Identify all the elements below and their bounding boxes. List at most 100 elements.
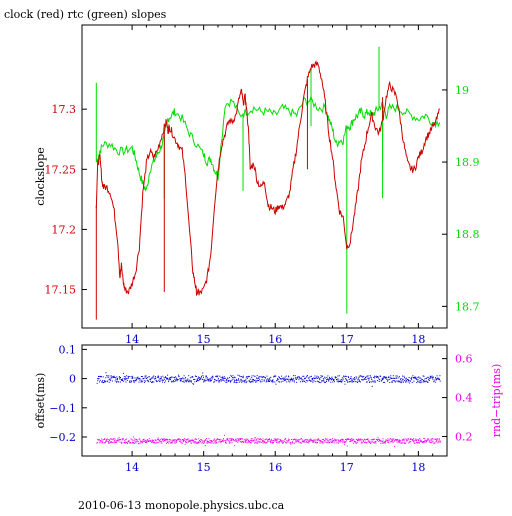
roundtrip-point — [263, 442, 265, 444]
roundtrip-point — [105, 439, 107, 441]
roundtrip-point — [306, 439, 308, 441]
offset-point — [203, 379, 205, 381]
roundtrip-point — [380, 440, 382, 442]
roundtrip-point — [398, 441, 400, 442]
offset-point — [141, 381, 143, 383]
offset-point — [144, 376, 146, 378]
roundtrip-point — [348, 438, 350, 440]
offset-point — [328, 380, 330, 382]
offset-point — [106, 375, 108, 377]
offset-point — [169, 378, 171, 379]
offset-point — [221, 377, 223, 379]
offset-point — [407, 381, 409, 383]
roundtrip-point — [123, 442, 125, 444]
offset-point — [277, 378, 279, 380]
offset-point — [311, 378, 313, 380]
roundtrip-point — [132, 436, 134, 438]
roundtrip-point — [317, 438, 319, 440]
offset-point — [389, 381, 391, 383]
offset-point — [374, 375, 375, 377]
offset-point — [289, 379, 291, 381]
offset-point — [267, 380, 269, 382]
roundtrip-point — [319, 442, 321, 444]
roundtrip-point — [254, 437, 256, 438]
offset-point — [312, 377, 313, 379]
roundtrip-point — [244, 440, 246, 442]
roundtrip-point — [383, 442, 385, 444]
roundtrip-point — [301, 438, 302, 440]
roundtrip-point — [99, 442, 101, 444]
offset-point — [381, 379, 383, 380]
roundtrip-point — [340, 440, 342, 442]
offset-point — [151, 381, 152, 383]
offset-point — [419, 377, 421, 379]
roundtrip-point — [245, 441, 247, 443]
offset-point — [272, 381, 274, 383]
roundtrip-point — [297, 439, 299, 441]
roundtrip-point — [176, 439, 178, 441]
roundtrip-point — [200, 439, 202, 441]
roundtrip-point — [248, 440, 250, 442]
offset-point — [373, 377, 375, 379]
roundtrip-point — [121, 441, 123, 443]
offset-point — [343, 376, 345, 378]
offset-point — [279, 376, 280, 378]
offset-point — [325, 381, 327, 383]
roundtrip-point — [242, 441, 243, 443]
offset-point — [405, 381, 407, 383]
offset-point — [243, 380, 245, 382]
roundtrip-point — [250, 442, 252, 444]
offset-point — [197, 377, 199, 379]
roundtrip-point — [381, 441, 383, 443]
roundtrip-point — [192, 440, 194, 442]
roundtrip-point — [405, 438, 407, 440]
offset-point — [367, 377, 369, 379]
offset-point — [100, 376, 102, 378]
roundtrip-point — [438, 440, 440, 442]
roundtrip-point — [406, 440, 408, 442]
offset-point — [318, 377, 320, 379]
left-tick-label: 17.3 — [52, 103, 77, 116]
offset-point — [236, 382, 238, 384]
offset-point — [220, 379, 221, 381]
roundtrip-point — [161, 439, 163, 440]
offset-point — [191, 376, 193, 378]
offset-point — [137, 378, 139, 380]
roundtrip-point — [381, 440, 383, 442]
roundtrip-point — [399, 439, 401, 441]
roundtrip-point — [141, 442, 143, 444]
offset-point — [339, 381, 341, 383]
roundtrip-point — [413, 438, 415, 440]
offset-point — [97, 378, 99, 380]
offset-point — [354, 378, 356, 380]
roundtrip-point — [194, 438, 196, 440]
roundtrip-point — [148, 438, 150, 440]
offset-point — [331, 376, 333, 378]
offset-point — [105, 377, 107, 379]
roundtrip-point — [140, 441, 142, 443]
roundtrip-point — [369, 440, 371, 442]
offset-point — [118, 376, 120, 378]
offset-point — [266, 379, 267, 381]
roundtrip-point — [359, 439, 361, 441]
offset-point — [405, 380, 407, 382]
roundtrip-point — [357, 439, 359, 441]
offset-point — [362, 376, 364, 378]
offset-point — [418, 376, 420, 378]
roundtrip-point — [136, 440, 138, 442]
roundtrip-point — [155, 439, 157, 441]
offset-point — [335, 377, 336, 379]
roundtrip-point — [303, 440, 304, 442]
roundtrip-point — [170, 439, 172, 441]
roundtrip-point — [363, 438, 365, 440]
roundtrip-point — [350, 439, 352, 441]
roundtrip-point — [429, 439, 431, 441]
roundtrip-point — [256, 439, 257, 441]
offset-point — [299, 381, 301, 383]
roundtrip-point — [280, 440, 282, 442]
offset-point — [415, 376, 417, 378]
offset-point — [280, 378, 281, 380]
roundtrip-point — [354, 441, 356, 443]
offset-point — [236, 378, 238, 380]
